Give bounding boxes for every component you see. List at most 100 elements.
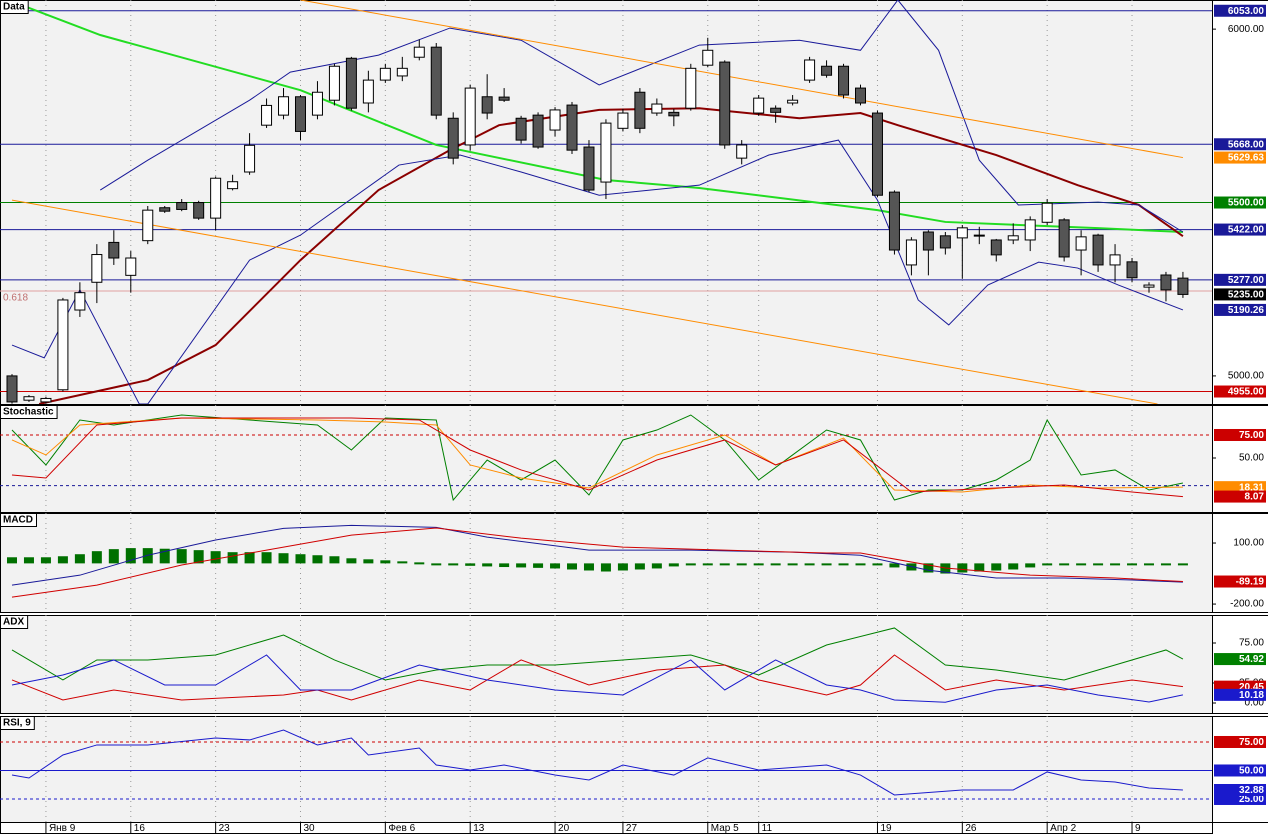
candle-body xyxy=(787,99,799,104)
plot xyxy=(7,513,1188,612)
value-box xyxy=(1214,481,1266,494)
overlay-line xyxy=(11,139,1184,404)
y-tick-label: 5000.00 xyxy=(1228,371,1265,382)
value-label: 75.00 xyxy=(1239,737,1264,748)
x-tick-label: 11 xyxy=(762,823,773,834)
value-label: 54.92 xyxy=(1239,654,1264,665)
histogram-bar xyxy=(770,563,781,566)
histogram-bar xyxy=(787,563,798,566)
histogram-bar xyxy=(346,558,357,564)
plot xyxy=(0,405,1212,512)
histogram-bar xyxy=(244,552,255,564)
histogram-bar xyxy=(634,563,645,570)
histogram-bar xyxy=(583,563,594,571)
fib-label: 0.618 xyxy=(3,293,28,304)
histogram-bar xyxy=(176,549,187,564)
value-box xyxy=(1214,735,1266,748)
histogram-bar xyxy=(838,563,849,566)
candle-body xyxy=(871,112,883,196)
candle-body xyxy=(447,117,459,159)
value-box xyxy=(1214,223,1266,236)
histogram-bar xyxy=(91,551,102,564)
candle-body xyxy=(804,59,816,81)
candle-body xyxy=(566,104,578,151)
plot-area xyxy=(0,405,1213,513)
y-tick-label: 50.00 xyxy=(1239,453,1264,464)
histogram-bar xyxy=(431,563,442,566)
histogram-bar xyxy=(108,549,119,564)
value-label: 6053.00 xyxy=(1228,6,1265,17)
x-tick-label: 13 xyxy=(473,823,485,834)
series-line xyxy=(11,524,1183,586)
plot xyxy=(0,716,1212,822)
series-line xyxy=(11,627,1184,681)
axis-area xyxy=(1212,513,1268,613)
candle-body xyxy=(922,231,934,251)
histogram-bar xyxy=(1093,563,1104,566)
x-axis: Янв 9 16 23 30 Фев 6 13 20 27 Мар 5 11 19 26 Апр 2 9 xyxy=(0,822,1213,834)
histogram-bar xyxy=(889,563,900,568)
candle-body xyxy=(583,146,595,191)
candle-body xyxy=(855,87,866,104)
histogram-bar xyxy=(668,563,679,567)
histogram-bar xyxy=(482,563,493,567)
value-box xyxy=(1214,575,1266,588)
x-tick-label: 19 xyxy=(880,823,892,834)
histogram-bar xyxy=(1008,563,1019,570)
x-tick-label: 16 xyxy=(134,823,146,834)
candle-body xyxy=(176,202,188,210)
value-label: 20.45 xyxy=(1239,682,1264,693)
candle-body xyxy=(40,397,52,403)
histogram-bar xyxy=(1127,563,1138,566)
candle-body xyxy=(634,91,646,129)
histogram-bar xyxy=(753,563,764,566)
histogram-bar xyxy=(1076,563,1087,566)
value-box xyxy=(1214,151,1266,164)
candle-body xyxy=(91,254,103,283)
panel-title: RSI, 9 xyxy=(3,718,31,729)
candle-body xyxy=(396,67,408,77)
x-tick-label: Мар 5 xyxy=(711,823,739,834)
value-label: 50.00 xyxy=(1239,766,1264,777)
value-label: 10.18 xyxy=(1239,690,1264,701)
x-tick-label: 23 xyxy=(219,823,231,834)
histogram-bar xyxy=(1143,563,1154,566)
plot xyxy=(11,615,1184,713)
candle-body xyxy=(142,209,154,242)
histogram-bar xyxy=(159,548,170,564)
histogram-bar xyxy=(414,562,425,565)
candle-body xyxy=(736,144,748,159)
x-tick-label: 26 xyxy=(965,823,977,834)
value-label: 75.00 xyxy=(1239,430,1264,441)
histogram-bar xyxy=(380,560,391,564)
candle-body xyxy=(1041,202,1053,223)
series-line xyxy=(11,729,1183,796)
candle-body xyxy=(210,177,222,219)
candle-body xyxy=(193,202,205,219)
value-box xyxy=(1214,490,1266,503)
panel-title: ADX xyxy=(3,617,24,628)
candle-body xyxy=(939,235,951,249)
value-box xyxy=(1214,288,1266,301)
histogram-bar xyxy=(7,557,17,564)
candle-body xyxy=(651,103,663,114)
candle-body xyxy=(227,181,239,190)
value-box xyxy=(1214,653,1266,666)
candle-body xyxy=(600,122,612,183)
panel: 0.618 6000.00 5000.00 6053.00 5668.00 5500.00… xyxy=(0,0,1268,405)
histogram-bar xyxy=(210,551,221,564)
candle-body xyxy=(108,241,120,259)
candle-body xyxy=(74,292,86,311)
value-label: 5277.00 xyxy=(1228,275,1265,286)
value-box xyxy=(1214,783,1266,796)
value-label: 18.31 xyxy=(1239,482,1264,493)
candle-body xyxy=(481,96,493,114)
overlay-line xyxy=(11,0,1183,233)
candle-body xyxy=(685,67,697,109)
plot-area xyxy=(0,615,1213,714)
histogram-bar xyxy=(600,563,611,572)
y-tick-label: 75.00 xyxy=(1239,638,1264,649)
histogram-bar xyxy=(448,563,459,566)
